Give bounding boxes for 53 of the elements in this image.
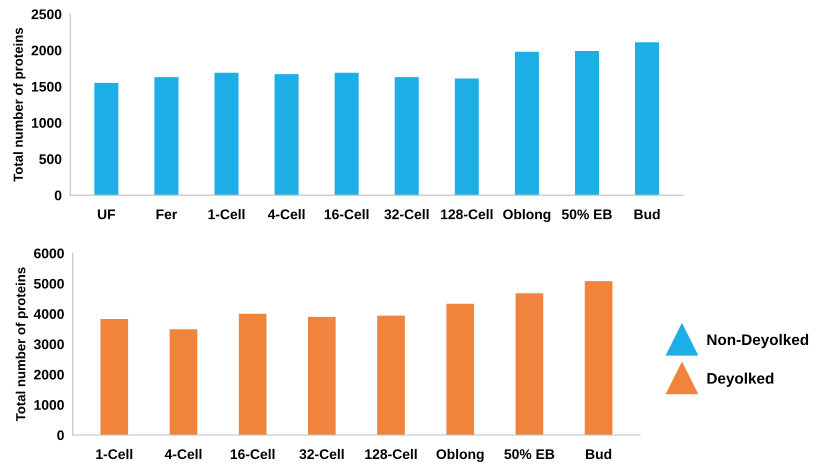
bar: [308, 316, 336, 436]
x-tick-label: 50% EB: [562, 209, 612, 220]
bar: [100, 318, 128, 436]
bar: [238, 314, 266, 436]
bar: [446, 304, 474, 436]
x-tick-label: Bud: [586, 448, 612, 460]
bar: [516, 293, 544, 436]
y-tick-label: 1500: [32, 82, 62, 92]
y-tick-label: 500: [39, 154, 62, 164]
y-tick-label: 6000: [34, 248, 64, 258]
bar: [454, 78, 479, 196]
bar: [334, 72, 359, 196]
bar: [154, 77, 178, 196]
bar: [584, 281, 612, 436]
y-tick-label: 1000: [32, 118, 62, 128]
y-tick-label: 0: [54, 190, 62, 200]
bar: [635, 42, 660, 196]
legend-label: Non-Deyolked: [707, 334, 808, 348]
x-tick-label: 4-Cell: [164, 448, 202, 460]
bar: [377, 316, 405, 436]
y-tick-label: 1000: [34, 400, 64, 410]
y-tick-label: 4000: [34, 309, 64, 319]
x-tick-label: 1-Cell: [208, 209, 244, 220]
x-tick-label: 128-Cell: [365, 448, 417, 460]
x-tick-label: 32-Cell: [299, 448, 344, 460]
y-tick-label: 2000: [32, 46, 62, 56]
bar: [170, 329, 198, 436]
x-tick-label: 4-Cell: [268, 209, 305, 220]
y-tick-label: 5000: [34, 278, 64, 289]
bar: [574, 50, 599, 196]
x-tick-label: Oblong: [503, 209, 550, 222]
x-tick-label: 1-Cell: [96, 448, 132, 460]
x-tick-label: 16-Cell: [324, 209, 368, 220]
x-tick-label: 128-Cell: [441, 209, 492, 220]
y-axis-title: Total number of proteins: [13, 28, 26, 182]
x-tick-label: 50% EB: [504, 449, 554, 460]
y-tick-label: 2500: [32, 9, 62, 20]
x-tick-label: Bud: [634, 209, 660, 220]
x-tick-label: Oblong: [436, 448, 484, 462]
bar: [514, 52, 539, 196]
x-tick-label: 16-Cell: [230, 448, 274, 460]
bar: [394, 77, 419, 196]
legend-label: Deyolked: [707, 372, 774, 387]
x-tick-label: 32-Cell: [384, 209, 429, 220]
y-tick-label: 3000: [34, 339, 64, 350]
x-tick-label: UF: [98, 210, 116, 220]
y-axis-title: Total number of proteins: [16, 267, 28, 422]
bar: [214, 72, 239, 196]
bar: [274, 74, 299, 196]
x-tick-label: Fer: [156, 210, 178, 220]
y-tick-label: 2000: [34, 370, 64, 380]
bar: [94, 82, 118, 196]
y-tick-label: 0: [57, 430, 64, 440]
